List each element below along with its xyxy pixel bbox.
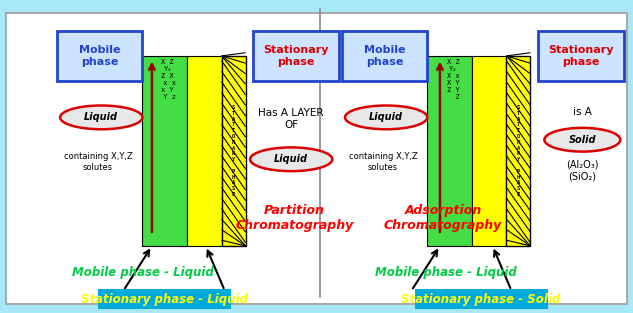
Text: Has A LAYER
OF: Has A LAYER OF [258, 108, 324, 130]
Text: containing X,Y,Z
solutes: containing X,Y,Z solutes [64, 152, 132, 172]
Bar [415, 289, 548, 309]
Text: X Z
Y₂
Z X
 x x
x Y
 Y z: X Z Y₂ Z X x x x Y Y z [160, 59, 176, 100]
Bar [187, 56, 222, 246]
Bar [472, 56, 506, 246]
Text: Stationary
phase: Stationary phase [548, 45, 613, 67]
Bar [142, 56, 187, 246]
Text: is A: is A [573, 107, 592, 117]
Text: Mobile phase - Liquid: Mobile phase - Liquid [72, 266, 213, 279]
Ellipse shape [60, 105, 142, 129]
Text: Partition
Chromatography: Partition Chromatography [235, 204, 353, 232]
Text: S
T
A
T
I
O
N
A
R
Y
 
P
H
A
S
E: S T A T I O N A R Y P H A S E [232, 105, 235, 197]
Text: Mobile
phase: Mobile phase [79, 45, 120, 67]
Ellipse shape [345, 105, 427, 129]
Text: containing X,Y,Z
solutes: containing X,Y,Z solutes [349, 152, 417, 172]
Text: (Al₂O₃)
(SiO₂): (Al₂O₃) (SiO₂) [566, 160, 599, 181]
Text: S
T
A
T
I
O
N
A
R
Y
 
P
H
A
S
E: S T A T I O N A R Y P H A S E [517, 105, 520, 197]
Text: Mobile
phase: Mobile phase [364, 45, 405, 67]
FancyBboxPatch shape [342, 31, 427, 81]
Bar [222, 56, 246, 246]
Text: Mobile phase - Liquid: Mobile phase - Liquid [375, 266, 517, 279]
Text: Stationary phase - Solid: Stationary phase - Solid [401, 293, 561, 305]
Text: Liquid: Liquid [369, 112, 403, 122]
FancyBboxPatch shape [57, 31, 142, 81]
Ellipse shape [250, 147, 332, 171]
Text: X Z
Y₂
X x
X Y
Z Y
  Z: X Z Y₂ X x X Y Z Y Z [447, 59, 460, 100]
Text: Liquid: Liquid [84, 112, 118, 122]
Bar [98, 289, 231, 309]
Text: Liquid: Liquid [274, 154, 308, 164]
Text: Adsorption
Chromatography: Adsorption Chromatography [384, 204, 502, 232]
Text: Solid: Solid [568, 135, 596, 145]
Bar [506, 56, 530, 246]
Text: Stationary phase - Liquid: Stationary phase - Liquid [81, 293, 248, 305]
Text: Stationary
phase: Stationary phase [263, 45, 329, 67]
FancyBboxPatch shape [538, 31, 624, 81]
Bar [427, 56, 472, 246]
FancyBboxPatch shape [253, 31, 339, 81]
FancyBboxPatch shape [6, 13, 627, 304]
Ellipse shape [544, 128, 620, 151]
